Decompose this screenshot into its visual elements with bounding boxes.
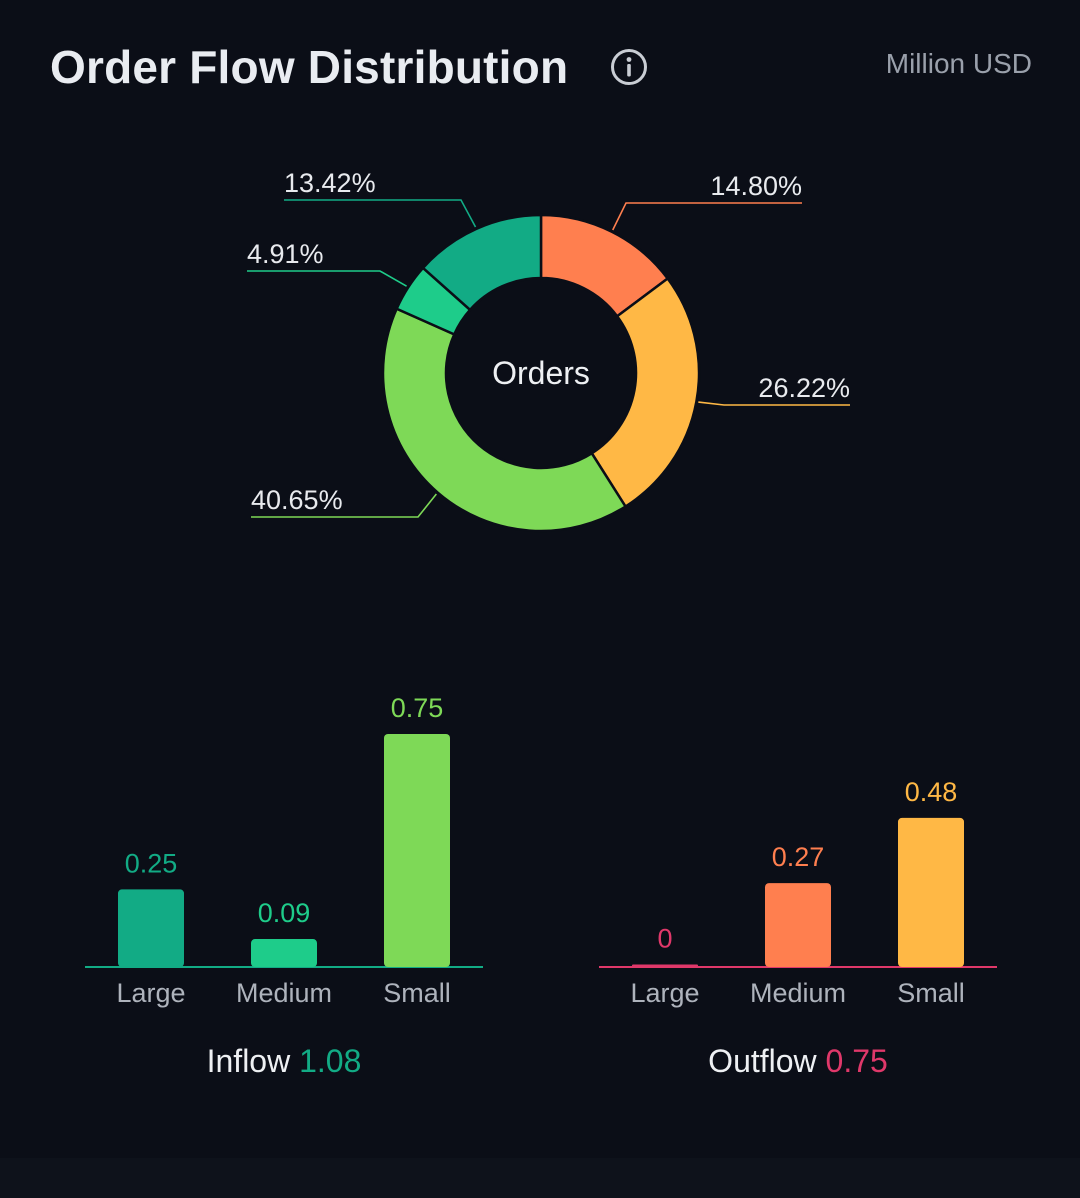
donut-slice-4[interactable]: [421, 213, 543, 312]
outflow-value-label-1: 0.27: [772, 842, 825, 872]
page-title: Order Flow Distribution: [50, 41, 569, 93]
unit-label: Million USD: [885, 48, 1032, 79]
inflow-bar-large[interactable]: [118, 889, 184, 967]
slice-label-0: 14.80%: [710, 171, 802, 201]
leader-line-1: [698, 401, 850, 406]
leader-line-0: [612, 202, 802, 231]
slice-label-2: 40.65%: [251, 485, 343, 515]
outflow-bar-medium[interactable]: [765, 883, 831, 967]
inflow-summary: Inflow 1.08: [207, 1043, 362, 1079]
inflow-value-label-2: 0.75: [391, 693, 444, 723]
outflow-value-label-0: 0: [657, 924, 672, 954]
inflow-category-label-0: Large: [116, 978, 185, 1008]
header: Order Flow Distribution Million USD: [50, 36, 1032, 96]
donut-chart: 14.80% 26.22% 40.65% 4.91% 13.42% Orders: [247, 168, 850, 533]
slice-label-1: 26.22%: [758, 373, 850, 403]
outflow-category-label-0: Large: [630, 978, 699, 1008]
leader-line-2: [251, 493, 437, 518]
inflow-bar-small[interactable]: [384, 734, 450, 967]
inflow-value-label-0: 0.25: [125, 848, 178, 878]
inflow-summary-value: 1.08: [299, 1043, 361, 1079]
outflow-bar-large[interactable]: [632, 964, 698, 968]
outflow-summary: Outflow 0.75: [708, 1043, 888, 1079]
donut-slice-2[interactable]: [381, 307, 628, 533]
donut-center-label: Orders: [492, 355, 590, 391]
info-circle-icon[interactable]: [610, 48, 648, 86]
inflow-bar-chart: 0.25 Large 0.09 Medium 0.75 Small Inflow 1.08: [85, 693, 483, 1079]
inflow-category-label-2: Small: [383, 978, 451, 1008]
inflow-value-label-1: 0.09: [258, 898, 311, 928]
leader-line-4: [284, 199, 477, 228]
outflow-summary-value: 0.75: [826, 1043, 888, 1079]
bottom-divider: [0, 1158, 1080, 1198]
donut-slice-1[interactable]: [590, 276, 701, 509]
inflow-category-label-1: Medium: [236, 978, 332, 1008]
slice-label-3: 4.91%: [247, 239, 324, 269]
inflow-bar-medium[interactable]: [251, 939, 317, 967]
leader-line-3: [247, 270, 407, 287]
outflow-bar-chart: 0 Large 0.27 Medium 0.48 Small Outflow 0.75: [599, 777, 997, 1079]
outflow-category-label-1: Medium: [750, 978, 846, 1008]
inflow-summary-label: Inflow: [207, 1043, 299, 1079]
outflow-value-label-2: 0.48: [905, 777, 958, 807]
outflow-bar-small[interactable]: [898, 817, 964, 967]
slice-label-4: 13.42%: [284, 168, 376, 198]
outflow-summary-label: Outflow: [708, 1043, 825, 1079]
outflow-category-label-2: Small: [897, 978, 965, 1008]
